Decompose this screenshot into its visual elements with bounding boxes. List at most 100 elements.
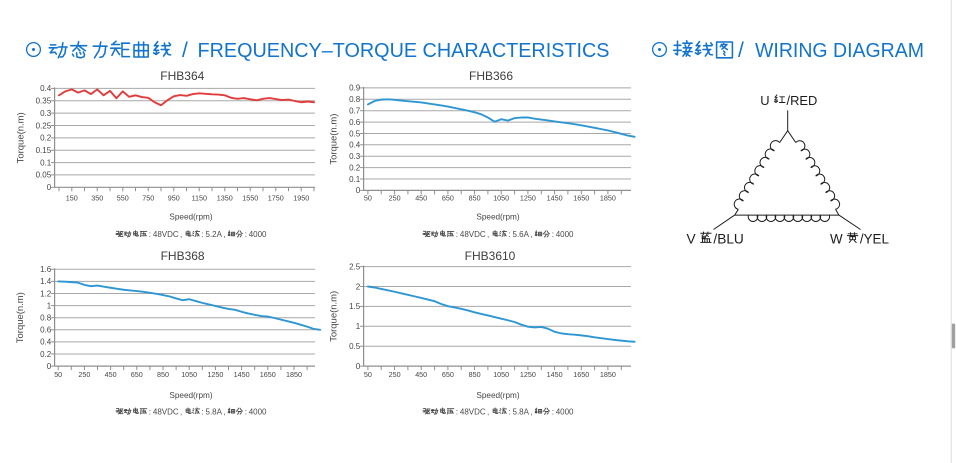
svg-text:1250: 1250 (520, 370, 536, 379)
svg-text:Torque(n.m): Torque(n.m) (329, 114, 339, 165)
svg-text:1450: 1450 (547, 194, 563, 203)
svg-text:0.8: 0.8 (349, 95, 361, 104)
svg-text:1150: 1150 (192, 194, 207, 203)
svg-text:0.6: 0.6 (40, 326, 52, 335)
svg-text:1750: 1750 (268, 194, 284, 203)
svg-text:/BLU: /BLU (713, 231, 743, 246)
svg-text:1.4: 1.4 (40, 277, 52, 286)
svg-text:450: 450 (105, 370, 117, 379)
svg-text:1250: 1250 (520, 194, 536, 203)
svg-text::: : (552, 408, 554, 417)
svg-text:50: 50 (364, 194, 372, 203)
svg-text:2: 2 (356, 282, 361, 291)
svg-text:1: 1 (47, 301, 52, 310)
svg-text:0: 0 (47, 183, 52, 192)
svg-text:1.2: 1.2 (40, 289, 52, 298)
svg-text:Torque(n.m): Torque(n.m) (15, 292, 25, 343)
svg-text:WIRING DIAGRAM: WIRING DIAGRAM (755, 39, 924, 62)
svg-text:250: 250 (78, 370, 90, 379)
svg-text:1450: 1450 (547, 370, 563, 379)
svg-text::: : (149, 408, 151, 417)
svg-text:Speed(rpm): Speed(rpm) (476, 213, 520, 222)
svg-text:5.8A: 5.8A (206, 408, 223, 417)
svg-text:/RED: /RED (787, 93, 818, 108)
svg-text:450: 450 (415, 194, 427, 203)
svg-text:FREQUENCY–TORQUE CHARACTERISTI: FREQUENCY–TORQUE CHARACTERISTICS (198, 39, 610, 62)
svg-text:1050: 1050 (181, 370, 197, 379)
svg-text:0.25: 0.25 (36, 121, 52, 130)
svg-text:1050: 1050 (493, 194, 509, 203)
svg-text:1350: 1350 (217, 194, 233, 203)
svg-text:750: 750 (142, 194, 154, 203)
svg-text::: : (201, 230, 203, 239)
svg-text:,: , (530, 408, 532, 417)
svg-text:,: , (180, 408, 182, 417)
svg-text:1850: 1850 (600, 194, 616, 203)
svg-text:1850: 1850 (600, 370, 616, 379)
svg-text:50: 50 (54, 370, 62, 379)
svg-text:0.1: 0.1 (349, 175, 361, 184)
svg-text:4000: 4000 (556, 408, 574, 417)
svg-text:0.9: 0.9 (349, 84, 361, 93)
svg-text:250: 250 (389, 370, 401, 379)
svg-text:,: , (223, 230, 225, 239)
svg-text:4000: 4000 (556, 230, 574, 239)
svg-text:150: 150 (66, 194, 78, 203)
svg-text:48VDC: 48VDC (460, 408, 486, 417)
svg-text:1650: 1650 (573, 194, 589, 203)
svg-text:/: / (738, 39, 744, 62)
svg-text:1650: 1650 (260, 370, 276, 379)
svg-text:,: , (487, 230, 489, 239)
svg-text:Torque(n.m): Torque(n.m) (15, 112, 25, 163)
svg-text:0.5: 0.5 (349, 129, 361, 138)
svg-text::: : (508, 408, 510, 417)
svg-text:2.5: 2.5 (349, 262, 361, 271)
svg-text::: : (508, 230, 510, 239)
svg-text:650: 650 (131, 370, 143, 379)
svg-text:50: 50 (364, 370, 372, 379)
svg-text:850: 850 (469, 370, 481, 379)
svg-text:1950: 1950 (293, 194, 309, 203)
svg-text:,: , (223, 408, 225, 417)
svg-text:0.8: 0.8 (40, 314, 52, 323)
svg-text:450: 450 (415, 370, 427, 379)
svg-text:V: V (687, 231, 697, 246)
svg-text:0.4: 0.4 (40, 338, 52, 347)
svg-text:1450: 1450 (234, 370, 250, 379)
svg-text:W: W (830, 231, 843, 246)
svg-text::: : (245, 408, 247, 417)
svg-text:650: 650 (442, 194, 454, 203)
svg-text:1850: 1850 (286, 370, 302, 379)
svg-text:1650: 1650 (573, 370, 589, 379)
svg-text:FHB366: FHB366 (469, 69, 513, 83)
svg-text:,: , (530, 230, 532, 239)
svg-text:Speed(rpm): Speed(rpm) (169, 391, 213, 400)
svg-text::: : (149, 230, 151, 239)
svg-text:0.1: 0.1 (40, 158, 52, 167)
svg-text::: : (552, 230, 554, 239)
svg-text:48VDC: 48VDC (460, 230, 486, 239)
svg-text:5.6A: 5.6A (513, 230, 530, 239)
svg-text:0.3: 0.3 (40, 109, 52, 118)
svg-text:550: 550 (117, 194, 129, 203)
svg-text:48VDC: 48VDC (153, 408, 179, 417)
svg-text:/: / (182, 39, 188, 62)
svg-text::: : (456, 408, 458, 417)
svg-text:U: U (760, 93, 769, 108)
svg-text:0: 0 (356, 362, 361, 371)
svg-text:0.2: 0.2 (349, 163, 361, 172)
svg-text:0.4: 0.4 (349, 141, 361, 150)
svg-text::: : (245, 230, 247, 239)
svg-text:Speed(rpm): Speed(rpm) (476, 391, 520, 400)
svg-text:0.3: 0.3 (349, 152, 361, 161)
svg-text:650: 650 (442, 370, 454, 379)
svg-text:5.2A: 5.2A (206, 230, 223, 239)
svg-text::: : (201, 408, 203, 417)
svg-text:0.4: 0.4 (40, 84, 52, 93)
svg-text:Speed(rpm): Speed(rpm) (169, 213, 213, 222)
svg-text:5.8A: 5.8A (513, 408, 530, 417)
svg-text:0.2: 0.2 (40, 350, 52, 359)
svg-text:1.6: 1.6 (40, 265, 52, 274)
svg-text:250: 250 (389, 194, 401, 203)
svg-text:0.5: 0.5 (349, 342, 361, 351)
